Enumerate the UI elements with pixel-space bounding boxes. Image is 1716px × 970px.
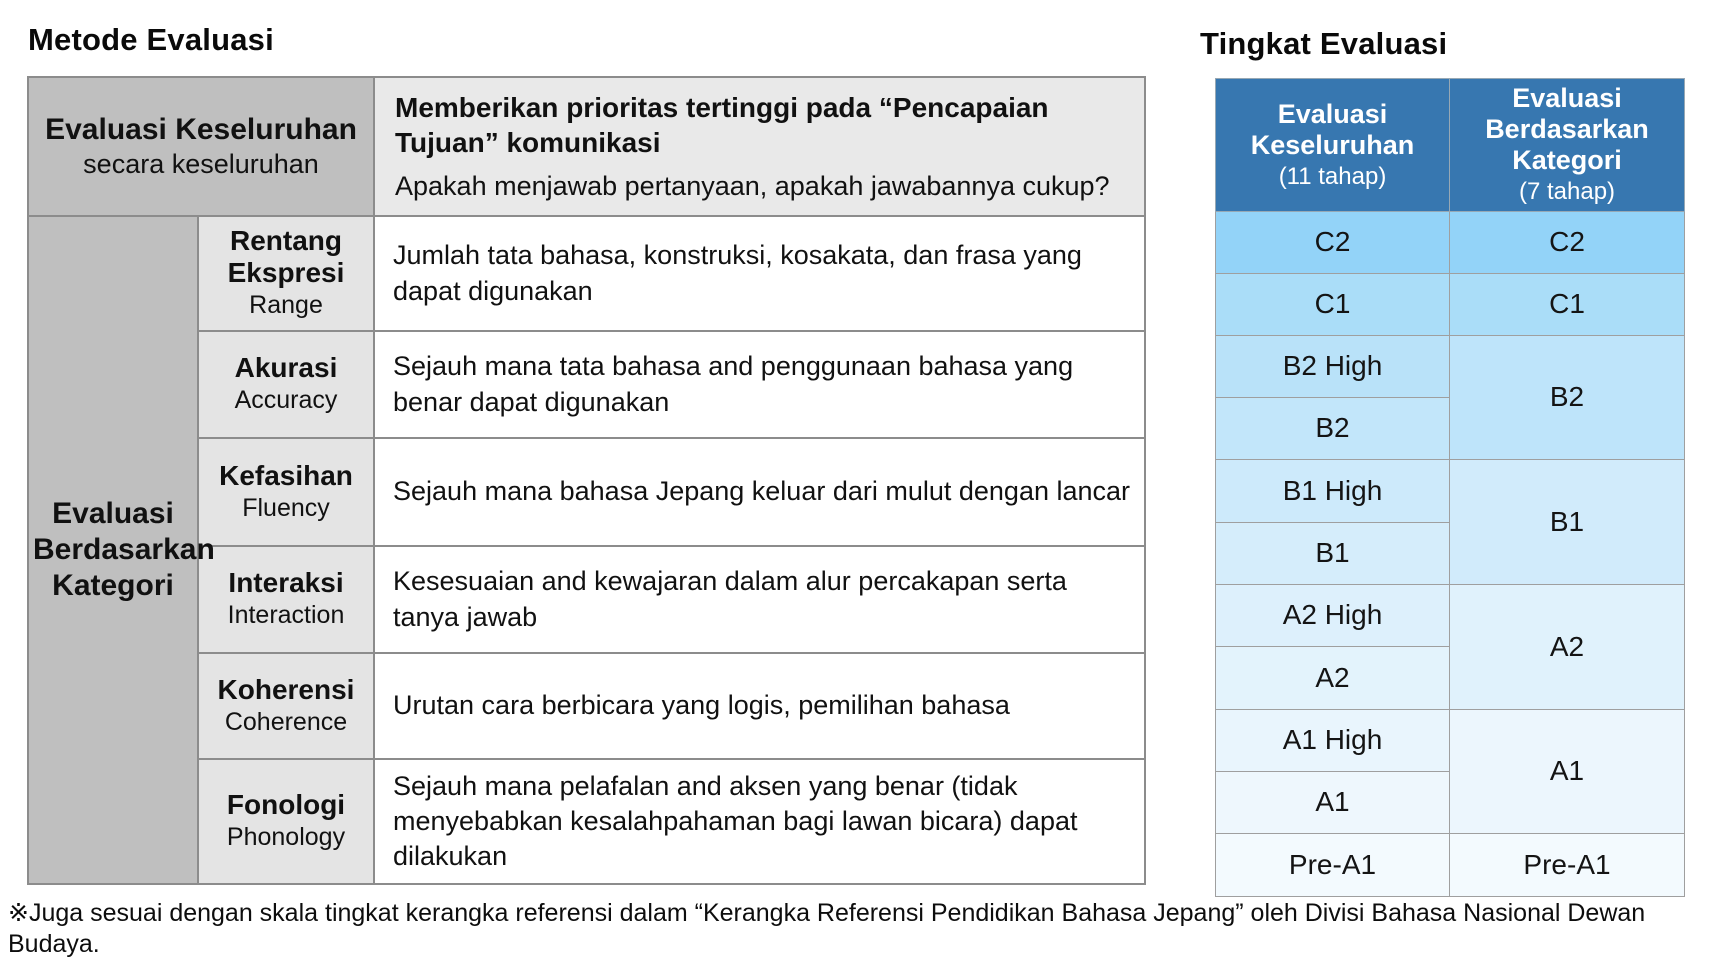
level-cell: C1	[1449, 272, 1685, 336]
table-row: Evaluasi Berdasarkan Kategori Rentang Ek…	[27, 215, 1147, 885]
level-row-a1: A1	[1215, 770, 1685, 834]
level-row-c1: C1 C1	[1215, 272, 1685, 336]
category-name: Koherensi	[217, 673, 355, 705]
level-row-a2-high: A2 High A2	[1215, 583, 1685, 710]
level-row-b1-high: B1 High B1	[1215, 458, 1685, 585]
level-row-pre-a1: Pre-A1 Pre-A1	[1215, 832, 1685, 897]
overall-levels-column-header: Evaluasi Keseluruhan (11 tahap)	[1215, 78, 1450, 212]
category-cell-interaction: Interaksi Interaction	[196, 545, 376, 654]
category-english-name: Coherence	[224, 707, 348, 736]
footnote: ※Juga sesuai dengan skala tingkat kerang…	[8, 899, 1646, 959]
category-cell-range: Rentang Ekspresi Range	[196, 215, 376, 332]
level-cell: B2	[1215, 396, 1450, 460]
level-cell: Pre-A1	[1449, 832, 1685, 897]
level-row-c2: C2 C2	[1215, 210, 1685, 274]
overall-evaluation-sublabel: secara keseluruhan	[83, 148, 319, 179]
category-evaluation-label: Evaluasi Berdasarkan Kategori	[33, 497, 215, 602]
category-cell-coherence: Koherensi Coherence	[196, 652, 376, 760]
category-english-name: Phonology	[226, 823, 346, 852]
level-row-a1-high: A1 High A1	[1215, 708, 1685, 834]
level-cell: B2	[1449, 334, 1685, 460]
table-row: Akurasi Accuracy Sejauh mana tata bahasa…	[28, 330, 1147, 439]
table-row: Kefasihan Fluency Sejauh mana bahasa Jep…	[28, 437, 1147, 547]
category-levels-column-header: Evaluasi Berdasarkan Kategori (7 tahap)	[1449, 78, 1685, 212]
overall-priority-text: Memberikan prioritas tertinggi pada “Pen…	[395, 91, 1049, 158]
overall-evaluation-label: Evaluasi Keseluruhan	[45, 112, 357, 146]
category-english-name: Accuracy	[234, 386, 338, 415]
level-cell: B1 High	[1215, 458, 1450, 523]
category-cell-fluency: Kefasihan Fluency	[196, 437, 376, 547]
category-english-name: Fluency	[242, 493, 330, 522]
level-cell: A2 High	[1215, 583, 1450, 647]
category-description-coherence: Urutan cara berbicara yang logis, pemili…	[373, 652, 1147, 760]
category-name: Akurasi	[234, 352, 338, 384]
category-name: Fonologi	[226, 789, 346, 821]
level-cell: B1	[1449, 458, 1685, 585]
category-name: Interaksi	[228, 567, 344, 599]
left-table-title: Metode Evaluasi	[28, 22, 274, 57]
category-cell-phonology: Fonologi Phonology	[196, 758, 376, 885]
level-cell: C2	[1215, 210, 1450, 274]
level-cell: A1 High	[1215, 708, 1450, 772]
category-name: Rentang Ekspresi	[227, 225, 345, 289]
level-cell: A1	[1215, 770, 1450, 834]
level-row-b2: B2	[1215, 396, 1685, 460]
category-description-accuracy: Sejauh mana tata bahasa and penggunaan b…	[373, 330, 1147, 439]
category-name: Kefasihan	[219, 459, 353, 491]
category-evaluation-header-cell: Evaluasi Berdasarkan Kategori	[27, 215, 215, 885]
category-description-range: Jumlah tata bahasa, konstruksi, kosakata…	[373, 215, 1147, 332]
table-row: Interaksi Interaction Kesesuaian and kew…	[28, 545, 1147, 654]
overall-question-text: Apakah menjawab pertanyaan, apakah jawab…	[395, 170, 1110, 201]
level-cell: C1	[1215, 272, 1450, 336]
category-description-phonology: Sejauh mana pelafalan and aksen yang ben…	[373, 758, 1147, 885]
level-table-header-row: Evaluasi Keseluruhan (11 tahap) Evaluasi…	[1215, 78, 1685, 212]
tingkat-evaluasi-table: Evaluasi Keseluruhan (11 tahap) Evaluasi…	[1215, 78, 1685, 897]
level-cell: C2	[1449, 210, 1685, 274]
category-cell-accuracy: Akurasi Accuracy	[196, 330, 376, 439]
table-row: Fonologi Phonology Sejauh mana pelafalan…	[28, 758, 1147, 885]
level-cell: Pre-A1	[1215, 832, 1450, 897]
overall-evaluation-description-cell: Memberikan prioritas tertinggi pada “Pen…	[373, 76, 1147, 217]
level-cell: A2	[1449, 583, 1685, 710]
level-row-b2-high: B2 High B2	[1215, 334, 1685, 460]
category-description-fluency: Sejauh mana bahasa Jepang keluar dari mu…	[373, 437, 1147, 547]
right-table-title: Tingkat Evaluasi	[1200, 26, 1448, 61]
overall-evaluation-header-cell: Evaluasi Keseluruhan secara keseluruhan	[26, 76, 376, 217]
category-description-interaction: Kesesuaian and kewajaran dalam alur perc…	[373, 545, 1147, 654]
level-cell: B1	[1215, 521, 1450, 585]
level-cell: B2 High	[1215, 334, 1450, 398]
overall-evaluation-row: Evaluasi Keseluruhan secara keseluruhan …	[26, 76, 1147, 217]
metode-evaluasi-table: Evaluasi Keseluruhan secara keseluruhan …	[26, 76, 1147, 885]
level-row-a2: A2	[1215, 645, 1685, 710]
level-row-b1: B1	[1215, 521, 1685, 585]
level-cell: A1	[1449, 708, 1685, 834]
level-cell: A2	[1215, 645, 1450, 710]
category-english-name: Interaction	[227, 601, 345, 630]
category-english-name: Range	[249, 291, 323, 320]
table-row: Koherensi Coherence Urutan cara berbicar…	[28, 652, 1147, 760]
